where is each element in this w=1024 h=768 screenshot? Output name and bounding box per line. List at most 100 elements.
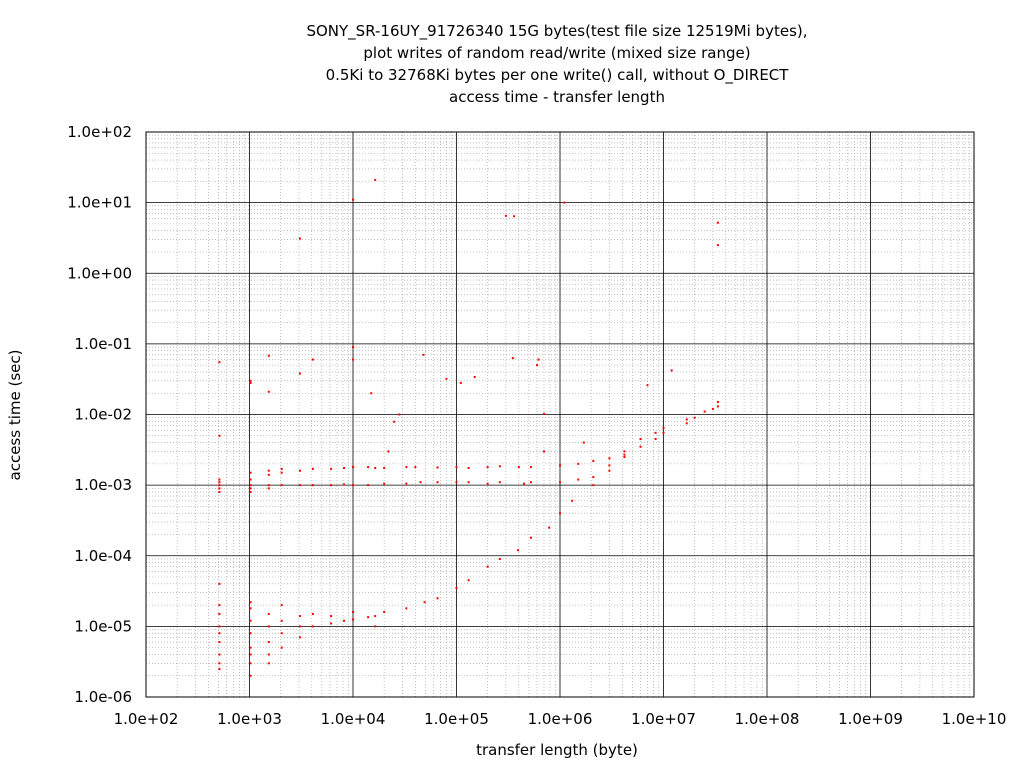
chart-title: SONY_SR-16UY_91726340 15G bytes(test fil… (306, 22, 807, 106)
data-point (498, 465, 501, 468)
data-point (504, 214, 507, 217)
data-point (330, 484, 333, 487)
data-point (249, 379, 252, 382)
data-point (592, 459, 595, 462)
data-point (582, 441, 585, 444)
y-tick-label: 1.0e-03 (74, 476, 132, 494)
data-point (267, 469, 270, 472)
data-point (529, 536, 532, 539)
data-point (467, 481, 470, 484)
data-point (498, 557, 501, 560)
title-line-4: access time - transfer length (449, 88, 665, 106)
data-point (459, 381, 462, 384)
y-axis-label: access time (sec) (6, 350, 24, 481)
data-point (352, 198, 354, 201)
data-point (249, 471, 252, 474)
data-point (218, 612, 221, 615)
data-point (577, 478, 580, 481)
data-points (218, 178, 719, 677)
data-point (517, 549, 520, 552)
y-tick-label: 1.0e+01 (67, 194, 132, 212)
data-point (330, 622, 333, 625)
data-point (280, 484, 283, 487)
data-point (467, 466, 470, 469)
data-point (374, 466, 377, 469)
data-point (592, 484, 595, 487)
data-point (267, 473, 270, 476)
data-point (455, 586, 458, 589)
data-point (445, 377, 448, 380)
data-point (486, 482, 489, 485)
data-point (374, 625, 377, 628)
data-point (330, 467, 333, 470)
data-point (577, 462, 580, 465)
data-point (311, 358, 314, 361)
data-point (383, 610, 386, 613)
data-point (405, 466, 408, 469)
data-point (436, 597, 439, 600)
data-point (405, 482, 408, 485)
data-point (267, 354, 270, 357)
data-point (218, 641, 221, 644)
data-point (267, 612, 270, 615)
data-point (486, 466, 489, 469)
data-point (716, 401, 719, 404)
data-point (218, 434, 221, 437)
x-tick-label: 1.0e+09 (838, 710, 903, 728)
data-point (249, 662, 252, 665)
data-point (559, 512, 561, 515)
data-point (218, 604, 221, 607)
data-point (218, 490, 221, 493)
data-point (352, 346, 354, 349)
data-point (298, 625, 301, 628)
data-point (267, 625, 270, 628)
data-point (249, 381, 252, 384)
data-point (685, 418, 688, 421)
data-point (486, 565, 489, 568)
data-point (218, 484, 221, 487)
title-line-3: 0.5Ki to 32768Ki bytes per one write() c… (326, 66, 790, 85)
data-point (249, 674, 252, 677)
data-point (267, 641, 270, 644)
data-point (267, 653, 270, 656)
data-point (298, 237, 301, 240)
data-point (367, 466, 370, 469)
x-tick-label: 1.0e+04 (321, 710, 386, 728)
data-point (542, 450, 545, 453)
data-point (280, 619, 283, 622)
x-axis-label: transfer length (byte) (476, 741, 638, 759)
data-point (536, 364, 539, 367)
data-point (311, 625, 314, 628)
y-tick-label: 1.0e-02 (74, 406, 132, 424)
data-point (249, 632, 252, 635)
data-point (343, 483, 346, 486)
data-point (685, 422, 688, 425)
title-line-2: plot writes of random read/write (mixed … (363, 44, 750, 62)
data-point (592, 476, 595, 479)
data-point (374, 615, 377, 618)
data-point (218, 481, 221, 484)
data-point (423, 601, 426, 604)
data-point (517, 466, 520, 469)
data-point (455, 481, 458, 484)
y-tick-label: 1.0e+00 (67, 264, 132, 282)
data-point (467, 579, 470, 582)
x-axis-ticks: 1.0e+02 1.0e+03 1.0e+04 1.0e+05 1.0e+06 1.0e+… (114, 710, 1007, 728)
data-point (249, 478, 252, 481)
data-point (267, 487, 270, 490)
data-point (608, 469, 611, 472)
data-point (436, 481, 439, 484)
data-point (280, 467, 283, 470)
data-point (383, 482, 386, 485)
data-point (542, 412, 545, 415)
data-point (280, 646, 283, 649)
data-point (218, 632, 221, 635)
data-point (298, 615, 301, 618)
data-point (639, 437, 642, 440)
data-point (473, 375, 476, 378)
data-point (571, 499, 574, 502)
data-point (523, 482, 526, 485)
x-tick-label: 1.0e+03 (217, 710, 282, 728)
x-tick-label: 1.0e+07 (631, 710, 696, 728)
data-point (623, 456, 626, 459)
